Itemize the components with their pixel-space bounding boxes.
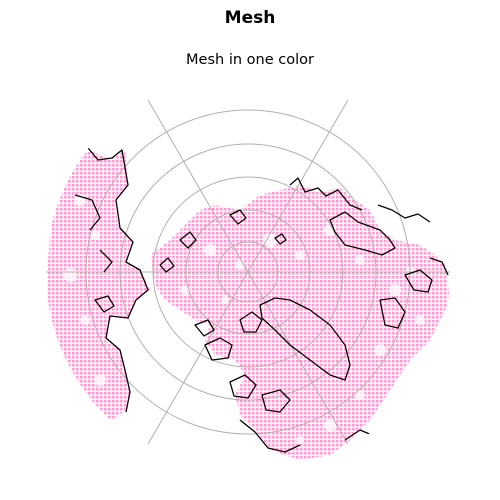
- coastlines: [74, 147, 449, 453]
- graticule: [46, 99, 450, 445]
- figure-title: Mesh: [224, 8, 276, 28]
- map-subtitle: Mesh in one color: [186, 52, 314, 68]
